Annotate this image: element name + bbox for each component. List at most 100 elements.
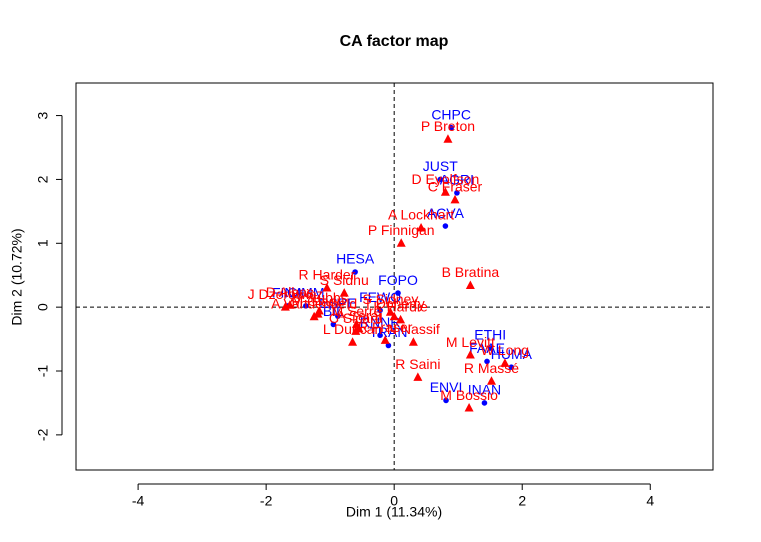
- row-point: [396, 314, 406, 324]
- point-label: M Bossio: [440, 387, 498, 403]
- point-label: HUMA: [491, 346, 533, 362]
- point-label: FOPO: [378, 272, 418, 288]
- point-label: BIL: [323, 303, 344, 319]
- y-tick-label: -2: [35, 428, 51, 441]
- row-point: [351, 326, 361, 335]
- point-label: P Finnigan: [368, 222, 435, 238]
- point-label: K Hardie: [373, 299, 428, 315]
- point-label: ETHI: [474, 327, 506, 343]
- point-label: FINA: [272, 285, 305, 301]
- point-label: C Fraser: [428, 179, 483, 195]
- point-label: R Harder: [299, 267, 356, 283]
- point-label: CIMM: [287, 285, 324, 301]
- point-label: L Duncan: [323, 321, 382, 337]
- x-tick-label: 2: [518, 493, 526, 509]
- row-point: [385, 307, 395, 316]
- column-point: [487, 345, 494, 351]
- chart-title: CA factor map: [340, 33, 449, 50]
- y-tick-label: 0: [35, 303, 51, 311]
- row-point: [450, 194, 460, 204]
- point-label: A Lockhart: [388, 207, 454, 223]
- row-point: [416, 222, 426, 232]
- point-label: JUST: [423, 158, 458, 174]
- row-point: [440, 187, 450, 196]
- row-point: [443, 134, 453, 143]
- y-axis-label: Dim 2 (10.72%): [9, 228, 25, 325]
- column-point: [481, 400, 488, 406]
- row-point: [380, 335, 390, 344]
- point-label: ESPE: [319, 295, 356, 311]
- point-label: R Massé: [464, 360, 519, 376]
- point-label: M Serré: [332, 303, 382, 319]
- point-label: D Eyolfson: [412, 171, 480, 187]
- point-label: A Sarai: [336, 308, 381, 324]
- column-point: [395, 290, 401, 296]
- column-point: [443, 397, 449, 404]
- row-point: [314, 305, 324, 315]
- point-label: M Gladu: [292, 293, 345, 309]
- point-label: AGRI: [440, 172, 474, 188]
- x-tick-label: -4: [132, 493, 145, 509]
- row-point: [465, 280, 475, 289]
- y-tick-label: 3: [35, 111, 51, 119]
- column-point: [377, 332, 383, 339]
- column-point: [448, 124, 454, 131]
- column-point: [335, 313, 341, 319]
- row-point: [464, 403, 474, 412]
- point-label: FEWO: [359, 289, 401, 305]
- point-label: W Long: [481, 342, 529, 358]
- row-point: [396, 238, 406, 247]
- row-point: [465, 350, 475, 359]
- column-point: [303, 303, 309, 309]
- x-tick-label: 0: [390, 493, 398, 509]
- point-label: B Bratina: [442, 264, 500, 280]
- row-point: [339, 288, 349, 297]
- point-label: R Saini: [395, 356, 440, 372]
- row-point: [322, 282, 332, 292]
- row-point: [348, 337, 358, 346]
- y-tick-label: 2: [35, 175, 51, 183]
- point-label: S Sidney: [362, 291, 418, 307]
- point-label: S Stubbs: [291, 290, 348, 306]
- point-label: CHPC: [431, 106, 471, 122]
- point-label: RNNR: [360, 314, 400, 330]
- y-tick-label: 1: [35, 239, 51, 247]
- row-point: [500, 358, 510, 367]
- row-point: [486, 376, 496, 385]
- point-label: ACVA: [427, 205, 465, 221]
- point-label: HESA: [336, 251, 375, 267]
- point-label: D Albas: [266, 284, 314, 300]
- point-label: P Breton: [421, 118, 475, 134]
- x-axis-label: Dim 1 (11.34%): [346, 504, 442, 520]
- point-label: S Sidhu: [320, 272, 369, 288]
- column-point: [437, 176, 444, 183]
- column-point: [330, 321, 337, 328]
- point-label: ENVI: [430, 379, 463, 395]
- point-label: M Levitt: [446, 334, 495, 350]
- point-label: R Fraser: [358, 319, 413, 335]
- point-label: T Doherty: [364, 295, 425, 311]
- column-point: [454, 190, 460, 196]
- x-tick-label: -2: [260, 493, 273, 509]
- column-point: [442, 223, 449, 229]
- point-label: TRAN: [369, 324, 407, 340]
- point-label: A Vandenbeld: [271, 295, 357, 311]
- x-tick-label: 4: [646, 493, 654, 509]
- column-point: [508, 364, 515, 370]
- point-label: C Sicard: [329, 310, 383, 326]
- point-label: J Dzerowicz: [248, 286, 323, 302]
- row-point: [389, 311, 399, 321]
- point-label: N Nassif: [387, 321, 440, 337]
- row-point: [309, 311, 319, 321]
- row-point: [408, 337, 418, 346]
- column-point: [385, 342, 392, 349]
- column-point: [352, 269, 358, 275]
- point-label: FAAE: [469, 340, 505, 356]
- point-label: INAN: [468, 382, 501, 398]
- row-point: [280, 302, 290, 311]
- row-point: [413, 372, 423, 381]
- y-tick-label: -1: [35, 365, 51, 378]
- column-point: [377, 307, 383, 314]
- column-point: [484, 358, 490, 365]
